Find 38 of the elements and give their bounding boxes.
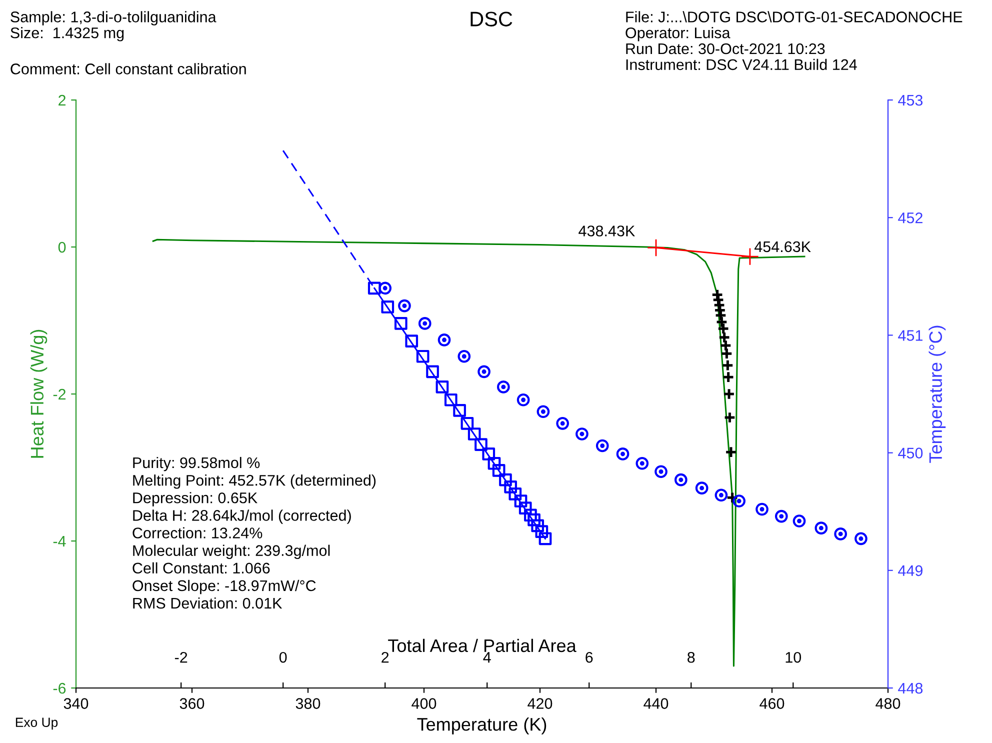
x-tick-label: 8 xyxy=(688,652,695,663)
x-tick-label: -2 xyxy=(174,652,188,663)
y-tick-label: 450 xyxy=(898,448,923,458)
y-tick-label: 0 xyxy=(58,242,66,253)
y-tick-label: 452 xyxy=(898,212,922,224)
x-tick-label: 10 xyxy=(786,652,802,663)
y-tick-label: 448 xyxy=(898,682,923,694)
annotation: 438.43K xyxy=(578,226,635,236)
x-tick-label: 2 xyxy=(382,652,389,663)
y-tick-label: -2 xyxy=(53,388,66,400)
x-axis-title: Total Area / Partial Area xyxy=(388,638,576,652)
x-tick-label: 0 xyxy=(279,652,287,663)
x-tick-label: 400 xyxy=(412,698,436,709)
y-tick-label: 2 xyxy=(58,94,66,106)
x-tick-label: 360 xyxy=(180,698,204,709)
text: Exo Up xyxy=(16,718,58,730)
text: File: J:...\DOTG DSC\DOTG-01-SECADONOCHE Operator: Luisa Run Date: 30-Oct-2021 10:23 Instrument: DSC V24.11 Build 124 xyxy=(626,11,962,70)
x-tick-label: 420 xyxy=(528,698,552,709)
text: Sample: 1,3-di-o-tolilguanidina Size: 1.4325 mg xyxy=(10,11,216,42)
y-axis-title: Temperature (°C) xyxy=(928,326,946,463)
chart-title: DSC xyxy=(470,12,512,26)
y-tick-label: 451 xyxy=(898,330,922,341)
y-axis-title: Heat Flow (W/g) xyxy=(30,330,48,458)
y-tick-label: -4 xyxy=(53,536,66,547)
text: Purity: 99.58mol % Melting Point: 452.57K (determined) Depression: 0.65K Delta H: 28.64kJ/mol (corrected) Correction: 13.24% Molecular weight: 239.3g/mol Cell Constant: 1.066 Onset Slope: -18.97mW/°C RMS Deviation: 0.01K xyxy=(132,456,376,609)
x-tick-label: 6 xyxy=(586,652,593,663)
x-tick-label: 460 xyxy=(760,698,784,709)
y-tick-label: 453 xyxy=(898,94,923,106)
annotation: 454.63K xyxy=(754,241,811,252)
text: Comment: Cell constant calibration xyxy=(10,63,246,74)
x-tick-label: 440 xyxy=(644,698,668,709)
x-axis-title: Temperature (K) xyxy=(417,718,546,734)
y-tick-label: -6 xyxy=(53,682,66,694)
x-tick-label: 480 xyxy=(876,698,900,709)
x-tick-label: 380 xyxy=(296,698,320,709)
y-tick-label: 449 xyxy=(898,565,922,576)
x-tick-label: 4 xyxy=(483,652,491,663)
x-tick-label: 340 xyxy=(64,698,88,709)
